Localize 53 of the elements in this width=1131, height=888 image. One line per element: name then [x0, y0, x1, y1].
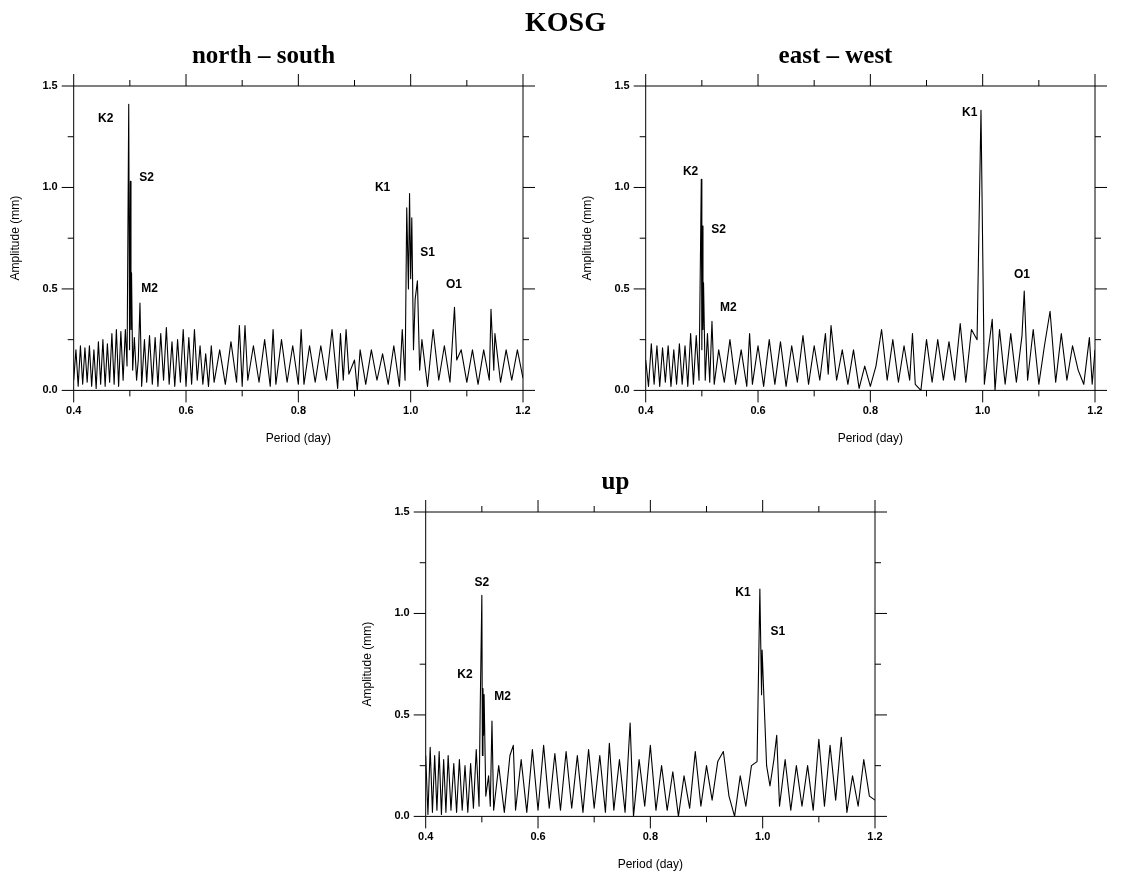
- annotation: K1: [374, 179, 391, 194]
- x-axis-title: Period (day): [617, 857, 684, 872]
- x-tick-label: 1.0: [975, 404, 991, 417]
- y-tick-label: 1.5: [614, 79, 630, 92]
- annotation: S1: [420, 244, 436, 259]
- y-tick-label: 1.0: [614, 180, 630, 193]
- x-axis-title: Period (day): [837, 431, 904, 446]
- chart-title: east – west: [778, 41, 894, 69]
- chart-title: up: [601, 467, 630, 495]
- annotation: K1: [735, 585, 752, 600]
- x-tick-label: 0.6: [750, 404, 766, 417]
- y-axis-title: Amplitude (mm): [579, 195, 594, 281]
- y-tick-label: 0.5: [614, 281, 630, 294]
- chart-title: KOSG: [524, 6, 607, 38]
- x-tick-label: 0.8: [290, 404, 306, 417]
- chart-subtitle: north – south: [191, 41, 336, 69]
- y-tick-label: 1.5: [42, 79, 58, 92]
- y-tick-label: 1.5: [394, 505, 410, 518]
- annotation: S2: [474, 575, 490, 590]
- y-tick-label: 1.0: [42, 180, 58, 193]
- y-tick-label: 0.5: [42, 281, 58, 294]
- y-tick-label: 0.5: [394, 707, 410, 720]
- annotation: S1: [770, 624, 786, 639]
- annotation: M2: [719, 299, 737, 314]
- x-tick-label: 1.2: [1087, 404, 1103, 417]
- y-tick-label: 0.0: [42, 383, 58, 396]
- x-tick-label: 0.4: [418, 830, 435, 843]
- annotation: O1: [1013, 267, 1031, 282]
- x-tick-label: 0.6: [178, 404, 194, 417]
- annotation: O1: [445, 277, 463, 292]
- annotation: M2: [494, 688, 512, 703]
- y-axis-title: Amplitude (mm): [7, 195, 22, 281]
- x-tick-label: 0.8: [862, 404, 878, 417]
- annotation: K2: [98, 110, 114, 125]
- annotation: K1: [962, 104, 978, 119]
- x-tick-label: 0.4: [638, 404, 655, 417]
- x-tick-label: 0.8: [642, 830, 658, 843]
- y-axis-title: Amplitude (mm): [359, 621, 374, 707]
- x-tick-label: 0.6: [530, 830, 546, 843]
- annotation: S2: [711, 222, 727, 237]
- y-tick-label: 0.0: [614, 383, 630, 396]
- x-tick-label: 1.2: [867, 830, 883, 843]
- x-tick-label: 1.2: [515, 404, 531, 417]
- x-tick-label: 1.0: [403, 404, 419, 417]
- annotation: S2: [139, 169, 155, 184]
- annotation: M2: [141, 281, 159, 296]
- y-tick-label: 1.0: [394, 606, 410, 619]
- y-tick-label: 0.0: [394, 809, 410, 822]
- x-tick-label: 1.0: [755, 830, 771, 843]
- annotation: K2: [457, 666, 473, 681]
- x-axis-title: Period (day): [265, 431, 332, 446]
- x-tick-label: 0.4: [66, 404, 83, 417]
- annotation: K2: [682, 163, 699, 178]
